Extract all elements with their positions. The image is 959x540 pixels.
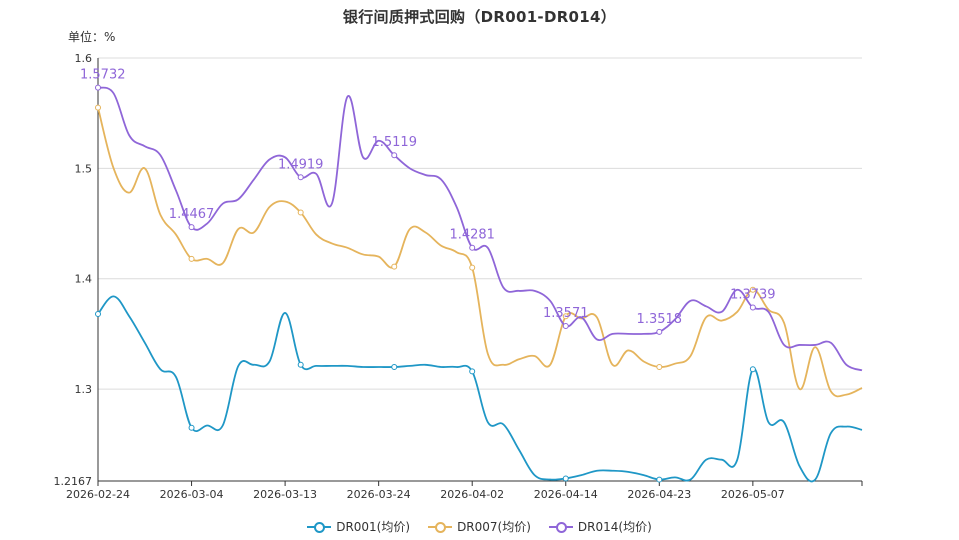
y-tick-label: 1.6 xyxy=(75,52,93,65)
legend-item-dr007[interactable]: DR007(均价) xyxy=(428,518,531,535)
series-line-3 xyxy=(97,86,863,372)
data-point xyxy=(188,424,195,431)
data-point xyxy=(562,313,569,320)
y-tick-label: 1.2167 xyxy=(54,475,93,488)
data-point xyxy=(188,255,195,262)
legend-swatch-dr001 xyxy=(307,521,332,533)
data-point xyxy=(95,104,101,111)
data-point xyxy=(562,323,569,330)
data-point xyxy=(562,475,569,482)
legend-label-dr001: DR001(均价) xyxy=(336,520,411,534)
data-point xyxy=(391,152,398,159)
x-tick-label: 2026-02-24 xyxy=(66,488,130,501)
x-tick-label: 2026-05-07 xyxy=(721,488,785,501)
series-line-1 xyxy=(97,295,863,483)
data-point xyxy=(469,264,476,271)
data-label: 1.3739 xyxy=(730,288,776,303)
data-point xyxy=(95,84,101,91)
data-point xyxy=(656,364,663,371)
legend-item-dr014[interactable]: DR014(均价) xyxy=(548,518,652,535)
data-point xyxy=(297,174,304,181)
legend-label-dr007: DR007(均价) xyxy=(457,520,531,534)
data-label: 1.4919 xyxy=(278,157,324,172)
data-label: 1.4281 xyxy=(449,228,495,243)
data-point xyxy=(469,244,476,251)
data-point xyxy=(749,286,756,293)
data-point xyxy=(95,311,101,318)
chart-title: 银行间质押式回购（DR001-DR014） xyxy=(342,8,617,26)
series-line-2 xyxy=(97,107,863,398)
data-label: 1.3518 xyxy=(637,312,683,327)
x-tick-label: 2026-03-13 xyxy=(253,488,317,501)
data-label: 1.4467 xyxy=(169,207,215,222)
data-point xyxy=(656,328,663,335)
data-point xyxy=(391,364,398,371)
data-point xyxy=(469,368,476,375)
data-point xyxy=(188,224,195,231)
x-tick-label: 2026-04-02 xyxy=(440,488,504,501)
legend: DR001(均价) DR007(均价) DR014(均价) xyxy=(0,518,959,535)
y-tick-label: 1.3 xyxy=(75,383,93,396)
y-tick-label: 1.5 xyxy=(75,162,93,175)
data-point xyxy=(749,366,756,373)
legend-swatch-dr007 xyxy=(428,521,453,533)
data-label: 1.5732 xyxy=(80,68,126,83)
legend-swatch-dr014 xyxy=(548,521,573,533)
x-tick-label: 2026-04-23 xyxy=(627,488,691,501)
data-point xyxy=(391,263,398,270)
x-tick-label: 2026-04-14 xyxy=(534,488,598,501)
unit-label: 单位：% xyxy=(68,30,116,44)
x-tick-label: 2026-03-24 xyxy=(347,488,411,501)
data-point xyxy=(297,209,304,216)
legend-label-dr014: DR014(均价) xyxy=(577,520,652,534)
data-label: 1.5119 xyxy=(371,135,417,150)
data-point xyxy=(297,361,304,368)
legend-item-dr001[interactable]: DR001(均价) xyxy=(307,518,410,535)
y-tick-label: 1.4 xyxy=(75,273,93,286)
data-label: 1.3571 xyxy=(543,306,589,321)
data-point xyxy=(749,304,756,311)
data-point xyxy=(656,476,663,483)
x-tick-label: 2026-03-04 xyxy=(160,488,224,501)
